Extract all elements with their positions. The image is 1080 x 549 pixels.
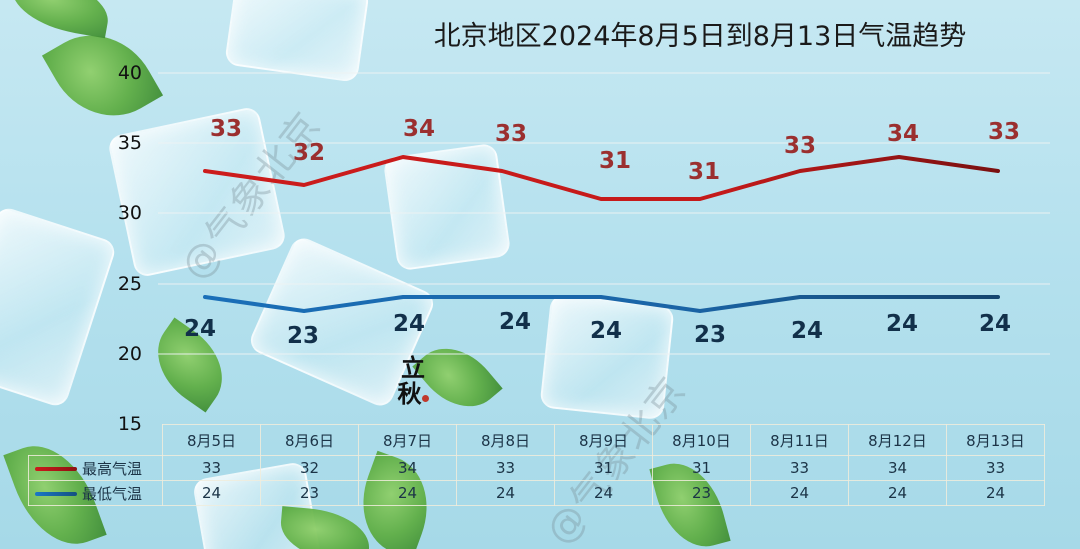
y-tick-label: 35 [117, 132, 142, 154]
y-tick-label: 15 [117, 413, 142, 435]
data-label-low: 24 [589, 318, 622, 344]
table-header-cell: 8月5日 [162, 424, 261, 456]
legend-high-temp: 最高气温 [28, 455, 163, 481]
data-label-high: 32 [292, 140, 325, 166]
legend-swatch-red [35, 467, 77, 471]
table-cell: 34 [848, 455, 947, 481]
table-cell: 33 [162, 455, 261, 481]
y-tick-label: 25 [117, 273, 142, 295]
data-table: 8月5日 8月6日 8月7日 8月8日 8月9日 8月10日 8月11日 8月1… [28, 424, 1045, 506]
data-label-low: 24 [790, 318, 823, 344]
chart-title: 北京地区2024年8月5日到8月13日气温趋势 [433, 21, 967, 52]
table-cell: 33 [946, 455, 1045, 481]
table-header-cell: 8月7日 [358, 424, 457, 456]
table-row-low: 最低气温 24 23 24 24 24 23 24 24 24 [28, 480, 1045, 506]
data-label-low: 24 [498, 309, 531, 335]
data-label-high: 33 [209, 116, 242, 142]
table-cell: 31 [554, 455, 653, 481]
data-label-low: 24 [392, 311, 425, 337]
legend-swatch-blue [35, 492, 77, 496]
table-cell: 32 [260, 455, 359, 481]
table-header-cell: 8月9日 [554, 424, 653, 456]
table-header-cell: 8月10日 [652, 424, 751, 456]
y-tick-label: 40 [117, 62, 142, 84]
table-cell: 24 [750, 480, 849, 506]
table-cell: 24 [456, 480, 555, 506]
red-stamp-icon [421, 395, 429, 402]
seal-char-row: 秋 [388, 381, 438, 407]
series-low-temp-line [203, 295, 1000, 313]
data-label-high: 31 [687, 159, 720, 185]
table-cell: 33 [750, 455, 849, 481]
data-label-low: 23 [286, 323, 319, 349]
seal-char: 秋 [397, 379, 422, 408]
seal-char: 立 [401, 353, 425, 382]
table-header-cell: 8月12日 [848, 424, 947, 456]
table-cell: 23 [652, 480, 751, 506]
table-header-cell: 8月6日 [260, 424, 359, 456]
data-label-low: 24 [885, 311, 918, 337]
data-label-high: 31 [598, 148, 631, 174]
data-label-high: 34 [402, 116, 435, 142]
data-label-low: 23 [693, 322, 726, 348]
gridlines [158, 72, 1050, 355]
data-label-low: 24 [978, 311, 1011, 337]
table-header-row: 8月5日 8月6日 8月7日 8月8日 8月9日 8月10日 8月11日 8月1… [29, 424, 1045, 456]
y-tick-label: 20 [117, 343, 142, 365]
table-header-cell: 8月13日 [946, 424, 1045, 456]
liqiu-seal-logo: 立 秋 [388, 355, 438, 407]
data-label-low: 24 [183, 316, 216, 342]
table-cell: 24 [946, 480, 1045, 506]
data-label-high: 33 [494, 121, 527, 147]
data-label-high: 33 [987, 119, 1020, 145]
table-cell: 24 [162, 480, 261, 506]
table-cell: 34 [358, 455, 457, 481]
table-cell: 31 [652, 455, 751, 481]
table-cell: 33 [456, 455, 555, 481]
legend-low-temp: 最低气温 [28, 480, 163, 506]
table-corner [29, 425, 163, 456]
data-label-high: 34 [886, 121, 919, 147]
table-header-cell: 8月11日 [750, 424, 849, 456]
table-cell: 24 [554, 480, 653, 506]
y-tick-label: 30 [117, 202, 142, 224]
data-label-high: 33 [783, 133, 816, 159]
table-cell: 24 [848, 480, 947, 506]
table-cell: 24 [358, 480, 457, 506]
legend-label: 最高气温 [82, 459, 143, 478]
table-row-high: 最高气温 33 32 34 33 31 31 33 34 33 [28, 455, 1045, 481]
series-high-temp-line [203, 155, 1000, 201]
table-cell: 23 [260, 480, 359, 506]
table-header-cell: 8月8日 [456, 424, 555, 456]
legend-label: 最低气温 [82, 484, 143, 503]
